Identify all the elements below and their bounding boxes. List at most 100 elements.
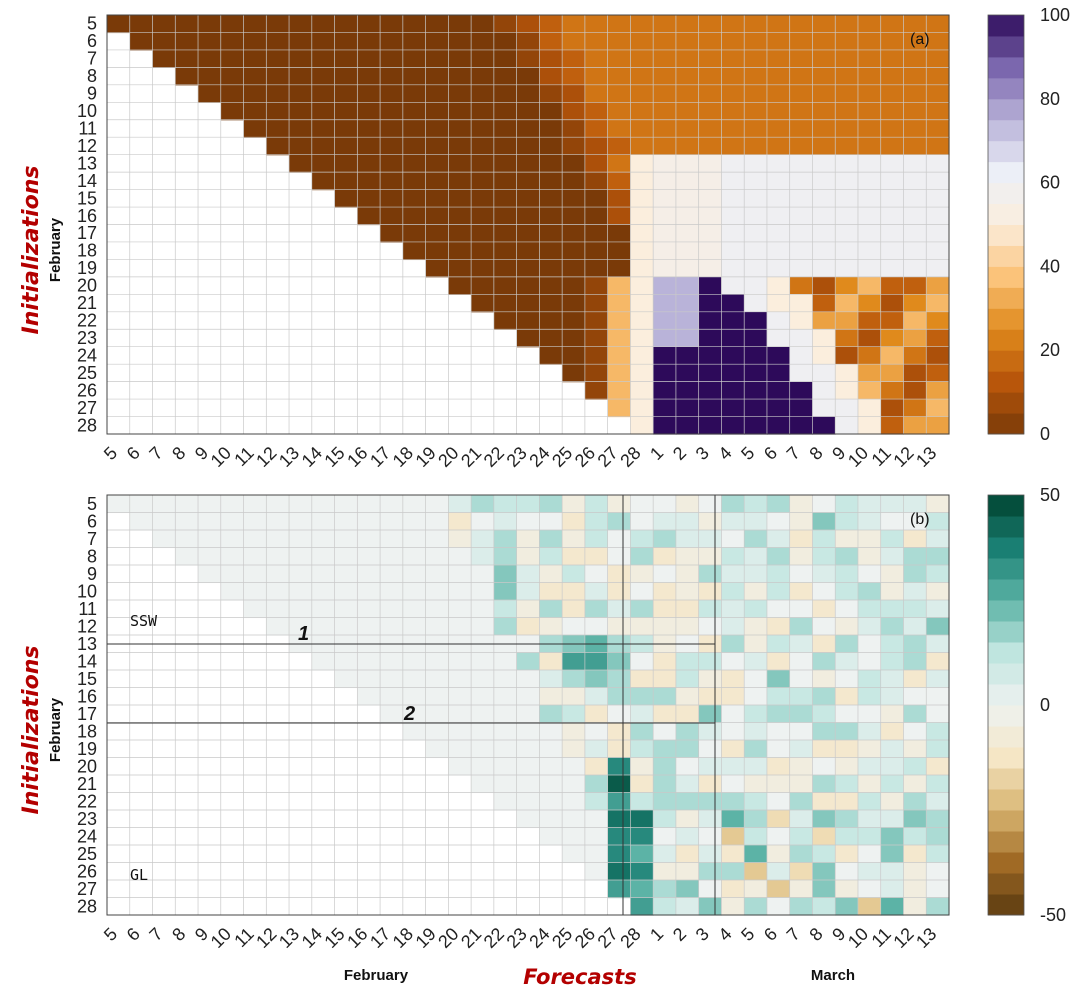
heatmap-cell [539,102,563,121]
heatmap-cell [562,845,586,864]
x-axis-label-forecasts: Forecasts [523,965,636,989]
heatmap-cell [789,84,814,103]
heatmap-cell [243,495,267,514]
heatmap-cell [175,49,199,68]
heatmap-cell [835,705,859,724]
heatmap-cell [812,102,836,121]
heatmap-cell [653,241,677,261]
heatmap-cell [880,259,905,278]
heatmap-cell [653,827,677,846]
colorbar-swatch [988,705,1024,727]
heatmap-cell [789,207,814,226]
heatmap-cell [584,512,609,531]
heatmap-cell [926,84,950,103]
heatmap-cell [357,582,381,601]
heatmap-cell [175,32,199,51]
heatmap-cell [311,172,336,191]
heatmap-cell [857,84,882,103]
heatmap-cell [789,827,814,846]
y-tick-label: 10 [77,581,97,601]
panel-b-reference-lines [107,495,716,915]
heatmap-cell [675,346,700,365]
heatmap-cell [675,32,700,51]
heatmap-cell [926,364,950,383]
heatmap-cell [857,792,882,811]
y-tick-label: 24 [77,826,97,846]
heatmap-cell [880,294,905,313]
heatmap-cell [721,364,745,383]
heatmap-cell [926,845,950,864]
heatmap-cell [562,512,586,531]
heatmap-cell [539,15,563,34]
annotation-ssw: SSW [130,612,158,630]
heatmap-cell [220,565,245,584]
y-tick-label: 18 [77,241,97,261]
heatmap-cell [425,84,449,103]
heatmap-cell [675,512,700,531]
heatmap-cell [835,600,859,619]
heatmap-cell [516,276,540,295]
heatmap-cell [926,600,950,619]
heatmap-cell [766,635,791,654]
heatmap-cell [152,32,176,51]
heatmap-cell [812,862,836,881]
heatmap-cell [698,652,723,671]
heatmap-cell [539,276,563,295]
heatmap-cell [425,32,449,51]
heatmap-cell [516,740,540,759]
heatmap-cell [380,652,404,671]
y-tick-label: 20 [77,756,97,776]
heatmap-cell [835,416,859,435]
heatmap-cell [175,547,199,566]
heatmap-cell [766,241,791,261]
heatmap-cell [311,137,336,156]
heatmap-cell [744,582,768,601]
heatmap-cell [721,670,745,689]
heatmap-cell [721,635,745,654]
heatmap-cell [562,172,586,191]
heatmap-cell [903,617,927,636]
heatmap-cell [766,137,791,156]
heatmap-cell [789,189,814,208]
heatmap-cell [675,757,700,776]
heatmap-cell [289,102,313,121]
heatmap-cell [835,757,859,776]
heatmap-cell [721,705,745,724]
heatmap-cell [380,512,404,531]
heatmap-cell [675,241,700,261]
heatmap-cell [243,582,267,601]
heatmap-cell [926,670,950,689]
heatmap-cell [653,862,677,881]
heatmap-cell [357,15,381,34]
heatmap-cell [516,49,540,68]
heatmap-cell [584,530,609,549]
panel-b-y-ticks: 5678910111213141516171819202122232425262… [77,494,97,917]
heatmap-cell [584,582,609,601]
y-tick-label: 16 [77,686,97,706]
heatmap-cell [903,565,927,584]
heatmap-cell [698,617,723,636]
panel-b-tag: (b) [910,511,930,528]
heatmap-cell [698,172,723,191]
colorbar-swatch [988,329,1024,351]
heatmap-cell [425,207,449,226]
heatmap-cell [198,547,222,566]
heatmap-cell [334,49,358,68]
heatmap-cell [562,67,586,86]
heatmap-cell [789,652,814,671]
heatmap-cell [493,687,518,706]
annotation-2: 2 [403,703,415,725]
heatmap-cell [380,617,404,636]
heatmap-cell [744,792,768,811]
heatmap-cell [789,740,814,759]
heatmap-cell [380,565,404,584]
heatmap-cell [812,582,836,601]
heatmap-cell [903,49,927,68]
heatmap-cell [630,722,654,741]
heatmap-cell [698,329,723,348]
heatmap-cell [721,119,745,138]
heatmap-cell [698,722,723,741]
heatmap-cell [835,189,859,208]
heatmap-cell [812,652,836,671]
heatmap-cell [766,495,791,514]
